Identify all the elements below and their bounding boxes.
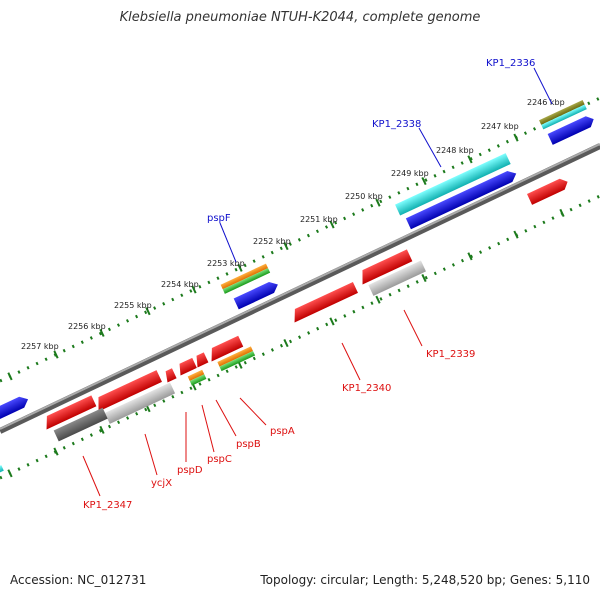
- outer-major-tick: [375, 198, 381, 207]
- outer-major-tick: [467, 155, 473, 164]
- tick-label: 2246 kbp: [527, 98, 565, 107]
- inner-major-tick: [53, 447, 59, 456]
- gene-kp1-2338[interactable]: [395, 153, 519, 231]
- inner-tick-track: [0, 194, 600, 480]
- inner-major-tick: [375, 295, 381, 304]
- map-title: Klebsiella pneumoniae NTUH-K2044, comple…: [119, 10, 481, 25]
- label-kp1-2347: KP1_2347: [83, 500, 132, 511]
- label-pspf: pspF: [207, 213, 231, 224]
- outer-major-tick: [513, 133, 519, 142]
- tick-label: 2249 kbp: [391, 169, 429, 178]
- gene-pspb[interactable]: [193, 352, 209, 368]
- outer-major-tick: [421, 176, 427, 186]
- forward-features: [0, 99, 596, 423]
- gene-pspc[interactable]: [176, 356, 207, 388]
- gene-kp1-2336[interactable]: [539, 99, 596, 146]
- label-leaders: [82, 67, 553, 497]
- accession-text: Accession: NC_012731: [10, 573, 147, 587]
- gene-pspa[interactable]: [206, 333, 256, 373]
- genome-summary-text: Topology: circular; Length: 5,248,520 bp…: [260, 573, 590, 587]
- label-kp1-2339: KP1_2339: [426, 349, 475, 360]
- tick-label: 2257 kbp: [21, 342, 59, 351]
- tick-label: 2256 kbp: [68, 322, 106, 331]
- outer-major-tick: [237, 263, 243, 272]
- inner-major-tick: [467, 252, 473, 261]
- label-pspc: pspC: [207, 454, 232, 465]
- outer-major-tick: [191, 285, 197, 294]
- gene-kp1-2339[interactable]: [357, 246, 426, 298]
- tick-label: 2248 kbp: [436, 146, 474, 155]
- outer-tick-track: [0, 96, 600, 383]
- tick-label: 2252 kbp: [253, 237, 291, 246]
- gene-partial-left[interactable]: [0, 394, 31, 423]
- tick-label: 2247 kbp: [481, 122, 519, 131]
- tick-label: 2251 kbp: [300, 215, 338, 224]
- reverse-features: [0, 246, 426, 473]
- tick-label: 2255 kbp: [114, 301, 152, 310]
- outer-major-tick: [7, 372, 13, 381]
- gene-kp1-2347[interactable]: [41, 393, 108, 444]
- inner-major-tick: [421, 273, 427, 283]
- gene-ycjx[interactable]: [93, 367, 176, 426]
- outer-major-tick: [99, 328, 105, 337]
- outer-major-tick: [53, 350, 59, 359]
- tick-label: 2250 kbp: [345, 192, 383, 201]
- outer-major-tick: [329, 220, 335, 229]
- label-kp1-2338: KP1_2338: [372, 119, 421, 130]
- label-ycjx: ycjX: [151, 478, 172, 489]
- inner-major-tick: [283, 339, 289, 348]
- outer-major-tick: [283, 242, 289, 251]
- gene-partial-cyan[interactable]: [0, 465, 4, 473]
- inner-major-tick: [99, 425, 105, 434]
- genome-backbone: [0, 143, 600, 434]
- gene-pspd[interactable]: [163, 368, 177, 383]
- inner-major-tick: [7, 469, 13, 478]
- outer-major-tick: [145, 307, 151, 316]
- label-pspb: pspB: [236, 439, 261, 450]
- gene-kp1-2340[interactable]: [289, 281, 358, 323]
- label-kp1-2336: KP1_2336: [486, 58, 535, 69]
- tick-label: 2253 kbp: [207, 259, 245, 268]
- inner-major-tick: [559, 208, 565, 217]
- gene-red-right[interactable]: [527, 176, 570, 205]
- tick-labels: 2246 kbp 2247 kbp 2248 kbp 2249 kbp 2250…: [21, 98, 565, 351]
- label-kp1-2340: KP1_2340: [342, 383, 391, 394]
- tick-label: 2254 kbp: [161, 280, 199, 289]
- inner-major-tick: [513, 230, 519, 239]
- label-pspa: pspA: [270, 426, 295, 437]
- gene-labels: KP1_2336 KP1_2338 pspF KP1_2339 KP1_2340…: [83, 58, 535, 511]
- gene-pspf[interactable]: [220, 263, 281, 312]
- label-pspd: pspD: [177, 465, 203, 476]
- inner-major-tick: [329, 317, 335, 326]
